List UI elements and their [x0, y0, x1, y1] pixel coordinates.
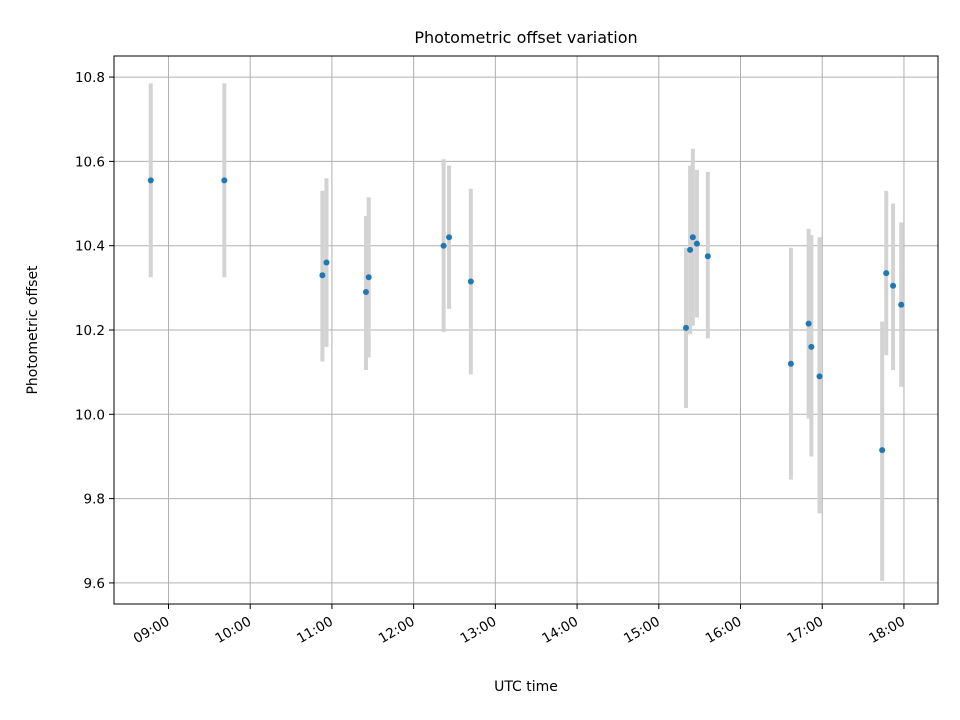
data-point: [319, 272, 326, 279]
data-point: [693, 240, 700, 247]
y-tick-label: 10.4: [75, 239, 105, 255]
y-tick-label: 10.8: [75, 70, 105, 86]
data-point: [704, 253, 711, 260]
data-point: [221, 177, 228, 184]
data-point: [440, 242, 447, 249]
y-axis-label: Photometric offset: [25, 265, 41, 395]
data-point: [879, 447, 886, 454]
y-tick-label: 10.0: [75, 407, 105, 423]
y-tick-label: 10.2: [75, 323, 105, 339]
data-point: [890, 282, 897, 289]
data-point: [808, 343, 815, 350]
data-point: [683, 324, 690, 331]
chart-title: Photometric offset variation: [414, 28, 637, 47]
data-point: [687, 246, 694, 253]
data-points: [147, 177, 905, 454]
data-point: [898, 301, 905, 308]
y-tick-label: 9.8: [84, 492, 105, 508]
data-point: [805, 320, 812, 327]
y-tick-label: 10.6: [75, 154, 105, 170]
data-point: [147, 177, 154, 184]
data-point: [689, 234, 696, 241]
data-point: [362, 289, 369, 296]
y-axis-ticks: 9.6 9.8 10.0 10.2 10.4 10.6 10.8: [75, 70, 114, 592]
data-point: [446, 234, 453, 241]
data-point: [883, 270, 890, 277]
grid: [114, 56, 938, 604]
data-point: [816, 373, 823, 380]
x-axis-label: UTC time: [494, 679, 558, 695]
data-point: [787, 360, 794, 367]
data-point: [323, 259, 330, 266]
data-point: [467, 278, 474, 285]
data-point: [365, 274, 372, 281]
y-tick-label: 9.6: [84, 576, 105, 592]
